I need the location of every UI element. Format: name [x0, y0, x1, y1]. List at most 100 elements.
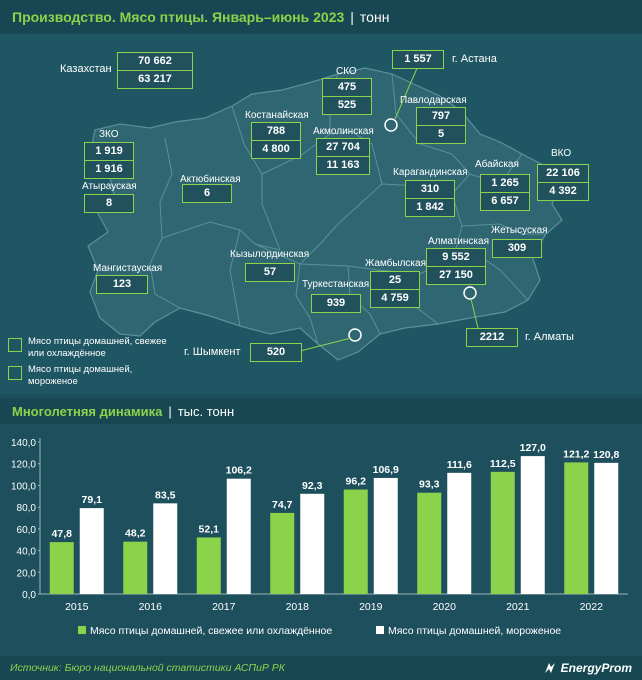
- legend-frozen-label: Мясо птицы домашней, мороженое: [28, 364, 133, 387]
- zko-frozen: 1 916: [85, 160, 133, 178]
- region-values-atyrau: 8: [84, 194, 134, 213]
- shymkent-fresh: 520: [266, 346, 286, 358]
- kostanay-fresh: 788: [266, 125, 286, 137]
- region-label-almaty-city: г. Алматы: [525, 331, 574, 343]
- region-values-almaty-city: 2212: [466, 328, 518, 347]
- turkestan-fresh: 939: [326, 297, 346, 309]
- section2-header: Многолетняя динамика | тыс. тонн: [0, 398, 642, 424]
- bar: [417, 492, 442, 594]
- map-legend-frozen: Мясо птицы домашней, мороженое: [8, 364, 178, 390]
- data-label: 48,2: [125, 528, 146, 540]
- country-values: 70 662 63 217: [117, 52, 193, 89]
- almaty-obl-fresh: 9 552: [442, 251, 470, 263]
- legend-label: Мясо птицы домашней, свежее или охлаждён…: [90, 625, 332, 637]
- vko-frozen: 4 392: [538, 182, 588, 200]
- almaty-obl-frozen: 27 150: [427, 266, 485, 284]
- bar: [300, 493, 325, 594]
- x-tick-label: 2016: [139, 601, 163, 613]
- astana-marker: [384, 118, 398, 132]
- data-label: 79,1: [82, 494, 103, 506]
- karaganda-fresh: 310: [420, 183, 440, 195]
- region-label-aktobe: Актюбинская: [180, 174, 241, 185]
- mangistau-fresh: 123: [112, 278, 132, 290]
- y-tick-label: 120,0: [11, 460, 36, 471]
- leader-lines: [299, 65, 479, 352]
- region-label-astana: г. Астана: [452, 53, 497, 65]
- region-values-vko: 22 106 4 392: [537, 164, 589, 201]
- country-label: Казахстан: [60, 63, 112, 75]
- region-label-zhetysu: Жетысуская: [491, 225, 548, 236]
- section2-separator: |: [168, 403, 172, 419]
- legend-fresh-swatch: [8, 338, 22, 352]
- country-frozen: 63 217: [118, 70, 192, 88]
- page-title: Производство. Мясо птицы. Январь–июнь 20…: [12, 9, 345, 25]
- data-label: 92,3: [302, 480, 323, 492]
- source-note: Источник: Бюро национальной статистики А…: [10, 662, 285, 674]
- region-values-almaty-obl: 9 552 27 150: [426, 248, 486, 285]
- y-tick-label: 140,0: [11, 438, 36, 449]
- data-label: 93,3: [419, 479, 440, 491]
- region-values-shymkent: 520: [250, 343, 302, 362]
- region-label-abay: Абайская: [475, 159, 519, 170]
- bar: [564, 462, 589, 594]
- region-label-pavlodar: Павлодарская: [400, 95, 467, 106]
- bar: [270, 512, 295, 594]
- aktobe-fresh: 6: [203, 187, 211, 199]
- bar: [594, 462, 619, 594]
- region-values-akmola: 27 704 11 163: [316, 138, 370, 175]
- region-label-mangistau: Мангистауская: [93, 263, 163, 274]
- data-label: 106,2: [226, 465, 252, 477]
- region-label-sko: СКО: [336, 66, 357, 77]
- x-tick-label: 2019: [359, 601, 383, 613]
- region-values-pavlodar: 797 5: [416, 107, 466, 144]
- almaty-marker: [463, 286, 477, 300]
- y-tick-label: 80,0: [17, 503, 37, 514]
- region-values-astana: 1 557: [392, 50, 444, 69]
- kostanay-frozen: 4 800: [252, 140, 300, 158]
- zhambyl-frozen: 4 759: [371, 289, 419, 307]
- abay-frozen: 6 657: [481, 192, 529, 210]
- title-separator: |: [350, 9, 354, 25]
- region-label-vko: ВКО: [551, 148, 572, 159]
- chart-area: 0,0 20,0 40,0 60,0 80,0 100,0 120,0 140,0 47,8 79…: [0, 424, 642, 650]
- data-label: 127,0: [520, 442, 546, 454]
- y-tick-label: 0,0: [22, 590, 36, 601]
- bar: [153, 503, 178, 594]
- x-tick-label: 2015: [65, 601, 89, 613]
- header: Производство. Мясо птицы. Январь–июнь 20…: [0, 0, 642, 34]
- y-tick-label: 60,0: [17, 525, 37, 536]
- kyzylorda-fresh: 57: [263, 266, 277, 278]
- brand-logo: EnergyProm: [543, 661, 632, 675]
- bar: [520, 456, 545, 594]
- karaganda-frozen: 1 842: [406, 198, 454, 216]
- region-values-karaganda: 310 1 842: [405, 180, 455, 217]
- data-label: 96,2: [346, 476, 367, 488]
- region-label-atyrau: Атырауская: [82, 181, 137, 192]
- country-fresh: 70 662: [138, 55, 172, 67]
- region-label-zko: ЗКО: [99, 129, 119, 140]
- region-label-almaty-obl: Алматинская: [428, 236, 489, 247]
- title-unit: тонн: [359, 9, 390, 25]
- bar: [123, 541, 148, 594]
- akmola-fresh: 27 704: [326, 141, 360, 153]
- footer: Источник: Бюро национальной статистики А…: [0, 656, 642, 680]
- bar-chart: 0,0 20,0 40,0 60,0 80,0 100,0 120,0 140,0 47,8 79…: [11, 438, 628, 637]
- abay-fresh: 1 265: [491, 177, 519, 189]
- region-values-kyzylorda: 57: [245, 263, 295, 282]
- region-values-sko: 475 525: [322, 78, 372, 115]
- region-values-abay: 1 265 6 657: [480, 174, 530, 211]
- bar: [226, 478, 251, 594]
- bar: [79, 508, 104, 594]
- legend-fresh-label: Мясо птицы домашней, свежее или охлаждён…: [28, 336, 167, 359]
- section2-unit: тыс. тонн: [177, 403, 235, 419]
- zko-fresh: 1 919: [95, 145, 123, 157]
- bar: [196, 537, 221, 594]
- legend-swatch: [78, 626, 86, 634]
- data-label: 120,8: [593, 449, 619, 461]
- data-label: 112,5: [490, 458, 516, 470]
- x-tick-label: 2022: [580, 601, 604, 613]
- region-label-zhambyl: Жамбылская: [365, 258, 426, 269]
- legend-label: Мясо птицы домашней, мороженое: [388, 625, 561, 637]
- region-values-mangistau: 123: [96, 275, 148, 294]
- x-tick-label: 2020: [433, 601, 457, 613]
